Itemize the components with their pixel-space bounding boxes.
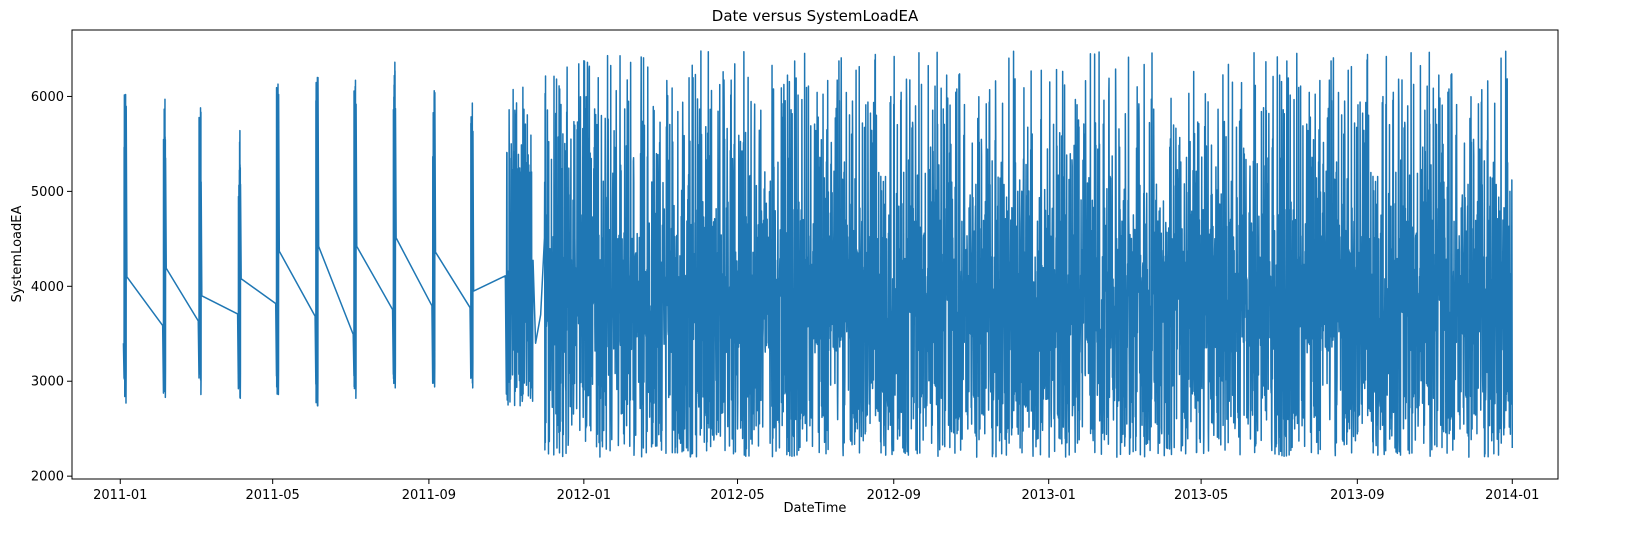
x-tick-label: 2012-01 <box>557 488 611 503</box>
x-tick-label: 2011-01 <box>93 488 147 503</box>
chart-title: Date versus SystemLoadEA <box>712 7 919 25</box>
x-axis: 2011-01 2011-05 2011-09 2012-01 2012-05 2012-… <box>93 479 1539 503</box>
y-axis-title: SystemLoadEA <box>10 206 25 303</box>
plot-area-frame <box>71 29 1559 480</box>
x-tick-label: 2011-05 <box>246 488 300 503</box>
x-axis-title: DateTime <box>784 501 847 516</box>
x-tick-label: 2012-09 <box>867 488 921 503</box>
y-tick-label: 6000 <box>31 90 64 105</box>
y-tick-label: 2000 <box>31 470 64 485</box>
x-tick-label: 2014-01 <box>1485 488 1539 503</box>
y-tick-label: 4000 <box>31 280 64 295</box>
series-path <box>122 50 1514 458</box>
y-axis: 2000 3000 4000 5000 6000 <box>31 90 72 485</box>
x-tick-label: 2013-09 <box>1330 488 1384 503</box>
y-tick-label: 3000 <box>31 375 64 390</box>
x-tick-label: 2012-05 <box>710 488 764 503</box>
x-tick-label: 2013-05 <box>1174 488 1228 503</box>
series-line <box>122 50 1514 458</box>
x-tick-label: 2011-09 <box>402 488 456 503</box>
y-tick-label: 5000 <box>31 185 64 200</box>
x-tick-label: 2013-01 <box>1022 488 1076 503</box>
